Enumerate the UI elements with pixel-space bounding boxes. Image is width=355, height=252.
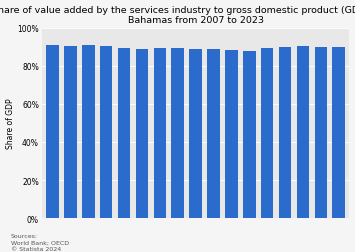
Text: Sources:
World Bank; OECD
© Statista 2024: Sources: World Bank; OECD © Statista 202…: [11, 233, 69, 251]
Bar: [225, 51, 237, 218]
Bar: [207, 50, 220, 218]
Bar: [332, 48, 345, 218]
Bar: [189, 50, 202, 218]
Bar: [136, 50, 148, 218]
Bar: [171, 49, 184, 218]
Bar: [261, 49, 273, 218]
Bar: [64, 47, 77, 218]
Bar: [118, 49, 130, 218]
Bar: [243, 51, 256, 218]
Bar: [279, 48, 291, 218]
Bar: [82, 46, 94, 218]
Title: Share of value added by the services industry to gross domestic product (GDP) in: Share of value added by the services ind…: [0, 6, 355, 25]
Bar: [315, 48, 327, 218]
Bar: [46, 46, 59, 218]
Y-axis label: Share of GDP: Share of GDP: [6, 98, 15, 149]
Bar: [154, 48, 166, 218]
Bar: [100, 47, 113, 218]
Bar: [297, 46, 309, 218]
